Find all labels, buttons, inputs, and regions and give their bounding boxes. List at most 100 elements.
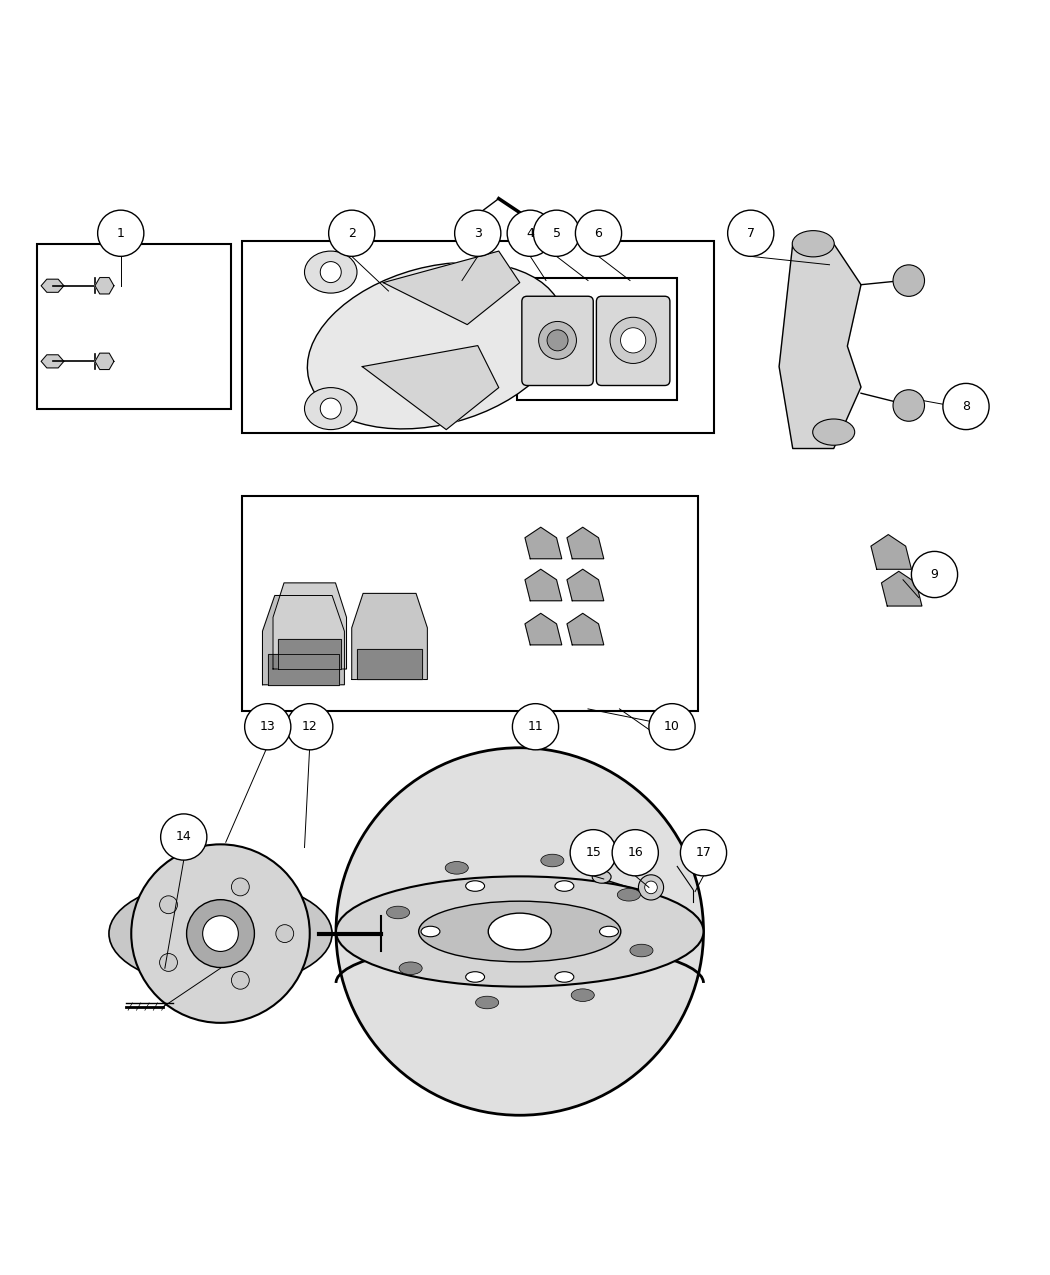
Ellipse shape <box>465 972 484 982</box>
Circle shape <box>638 875 664 900</box>
FancyBboxPatch shape <box>517 278 677 400</box>
Circle shape <box>160 896 177 914</box>
Polygon shape <box>278 639 341 669</box>
Circle shape <box>245 704 291 750</box>
Ellipse shape <box>109 880 332 987</box>
Text: 12: 12 <box>302 720 317 733</box>
Circle shape <box>329 210 375 256</box>
Circle shape <box>98 210 144 256</box>
Ellipse shape <box>617 889 640 901</box>
Polygon shape <box>383 251 520 325</box>
Text: 2: 2 <box>348 227 356 240</box>
Text: 9: 9 <box>930 567 939 581</box>
Circle shape <box>621 328 646 353</box>
Text: 13: 13 <box>260 720 275 733</box>
Circle shape <box>276 924 294 942</box>
Ellipse shape <box>336 876 704 987</box>
Ellipse shape <box>308 263 564 428</box>
Circle shape <box>892 265 925 296</box>
Polygon shape <box>94 278 114 295</box>
Polygon shape <box>525 613 562 645</box>
Ellipse shape <box>488 913 551 950</box>
Circle shape <box>728 210 774 256</box>
Circle shape <box>570 830 616 876</box>
Text: 6: 6 <box>594 227 603 240</box>
Text: 17: 17 <box>695 847 712 859</box>
Polygon shape <box>567 613 604 645</box>
Circle shape <box>455 210 501 256</box>
Text: 1: 1 <box>117 227 125 240</box>
Text: 16: 16 <box>628 847 643 859</box>
Ellipse shape <box>445 862 468 875</box>
Circle shape <box>911 551 958 598</box>
Circle shape <box>943 384 989 430</box>
Polygon shape <box>872 534 911 569</box>
Circle shape <box>507 210 553 256</box>
Ellipse shape <box>592 871 611 884</box>
FancyBboxPatch shape <box>242 496 698 711</box>
Ellipse shape <box>541 854 564 867</box>
FancyBboxPatch shape <box>37 244 231 408</box>
Circle shape <box>533 210 580 256</box>
Ellipse shape <box>304 388 357 430</box>
Text: 8: 8 <box>962 400 970 413</box>
Ellipse shape <box>554 881 574 891</box>
FancyBboxPatch shape <box>522 296 593 385</box>
Circle shape <box>320 261 341 283</box>
Circle shape <box>287 704 333 750</box>
Circle shape <box>575 210 622 256</box>
Circle shape <box>320 398 341 419</box>
Circle shape <box>547 330 568 351</box>
Ellipse shape <box>554 972 574 982</box>
Ellipse shape <box>421 926 440 937</box>
Ellipse shape <box>465 881 484 891</box>
Circle shape <box>231 972 249 989</box>
Text: 3: 3 <box>474 227 482 240</box>
Polygon shape <box>357 649 422 680</box>
Circle shape <box>892 390 925 421</box>
Circle shape <box>539 321 576 360</box>
Ellipse shape <box>813 419 855 445</box>
FancyBboxPatch shape <box>596 296 670 385</box>
Circle shape <box>649 704 695 750</box>
Polygon shape <box>525 528 562 558</box>
Polygon shape <box>882 571 922 606</box>
Ellipse shape <box>476 996 499 1009</box>
Circle shape <box>645 881 657 894</box>
FancyBboxPatch shape <box>242 241 714 432</box>
Polygon shape <box>262 595 344 685</box>
Polygon shape <box>94 353 114 370</box>
Polygon shape <box>41 279 64 292</box>
Polygon shape <box>779 244 861 449</box>
Polygon shape <box>567 569 604 601</box>
Circle shape <box>231 878 249 896</box>
Circle shape <box>612 830 658 876</box>
Ellipse shape <box>399 961 422 974</box>
Circle shape <box>161 813 207 861</box>
Circle shape <box>680 830 727 876</box>
Circle shape <box>131 844 310 1023</box>
Text: 14: 14 <box>176 830 191 844</box>
Ellipse shape <box>600 926 618 937</box>
Circle shape <box>610 317 656 363</box>
Circle shape <box>203 915 238 951</box>
Text: 15: 15 <box>585 847 602 859</box>
Polygon shape <box>525 569 562 601</box>
Ellipse shape <box>419 901 621 961</box>
Polygon shape <box>273 583 346 669</box>
Circle shape <box>336 747 704 1116</box>
Polygon shape <box>362 346 499 430</box>
Text: 4: 4 <box>526 227 534 240</box>
Ellipse shape <box>386 907 410 919</box>
Polygon shape <box>352 593 427 680</box>
Polygon shape <box>268 654 339 685</box>
Polygon shape <box>567 528 604 558</box>
Ellipse shape <box>304 251 357 293</box>
Text: 5: 5 <box>552 227 561 240</box>
Ellipse shape <box>571 989 594 1001</box>
Ellipse shape <box>792 231 834 256</box>
Ellipse shape <box>630 945 653 956</box>
Text: 10: 10 <box>664 720 680 733</box>
Circle shape <box>160 954 177 972</box>
Text: 11: 11 <box>527 720 544 733</box>
